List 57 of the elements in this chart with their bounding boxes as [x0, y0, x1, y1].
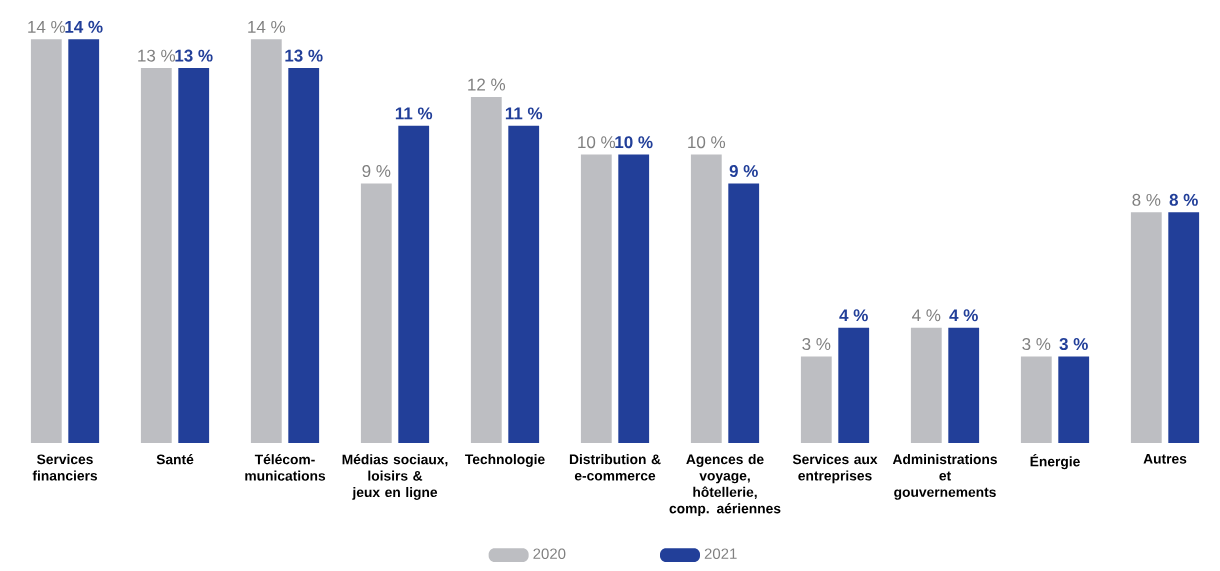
legend-label: 2021 [704, 548, 737, 560]
x-tick-label: Agences de voyage, hôtellerie, comp. aériennes [669, 454, 781, 517]
data-label: 11 % [395, 107, 433, 120]
bar [360, 183, 392, 443]
x-tick-label: Télécom-munications [245, 454, 326, 481]
bar [690, 154, 722, 443]
data-label: 4 % [839, 309, 868, 322]
x-tick-label: Énergie [1030, 454, 1080, 470]
bar [178, 68, 210, 443]
data-label: 4 % [949, 309, 978, 322]
x-tick-label: Services financiers [32, 454, 98, 481]
data-label: 9 % [729, 165, 758, 178]
bar [1168, 212, 1200, 443]
bar [1020, 356, 1052, 443]
data-label: 12 % [468, 78, 506, 91]
bar [288, 68, 320, 443]
data-label: 11 % [505, 107, 543, 120]
data-label: 10 % [688, 136, 726, 149]
data-label: 3 % [802, 338, 831, 351]
data-label: 14 % [28, 20, 66, 33]
data-label: 3 % [1022, 338, 1051, 351]
x-tick-label: Santé [156, 454, 194, 465]
bar [800, 356, 832, 443]
legend-label: 2020 [533, 548, 566, 560]
bar [250, 39, 282, 443]
data-label: 14 % [248, 20, 286, 33]
bar [910, 327, 942, 443]
bar [470, 96, 502, 443]
bar [68, 39, 100, 443]
bar [1058, 356, 1090, 443]
x-tick-label: Distribution & e-commerce [569, 454, 661, 481]
bar [948, 327, 980, 443]
data-label: 8 % [1169, 193, 1198, 206]
x-tick-label: Technologie [465, 454, 545, 467]
data-label: 9 % [362, 165, 391, 178]
bar [580, 154, 612, 443]
x-tick-label: Médias sociaux, loisirs & jeux en ligne [342, 454, 448, 500]
bar [838, 327, 870, 443]
bar [30, 39, 62, 443]
data-label: 3 % [1059, 338, 1088, 351]
data-label: 13 % [138, 49, 176, 62]
bar [508, 125, 540, 443]
bar [1130, 212, 1162, 443]
data-label: 10 % [615, 136, 653, 149]
bar [140, 68, 172, 443]
data-label: 14 % [65, 20, 103, 33]
bar [728, 183, 760, 443]
data-label: 4 % [912, 309, 941, 322]
x-tick-label: Services aux entreprises [792, 454, 878, 484]
bar [398, 125, 430, 443]
x-tick-label: Autres [1143, 454, 1187, 464]
data-label: 13 % [175, 49, 213, 62]
data-label: 10 % [578, 136, 616, 149]
data-label: 8 % [1132, 193, 1161, 206]
x-tick-label: Administrations et gouvernements [892, 454, 997, 500]
bar [618, 154, 650, 443]
data-label: 13 % [285, 49, 323, 62]
